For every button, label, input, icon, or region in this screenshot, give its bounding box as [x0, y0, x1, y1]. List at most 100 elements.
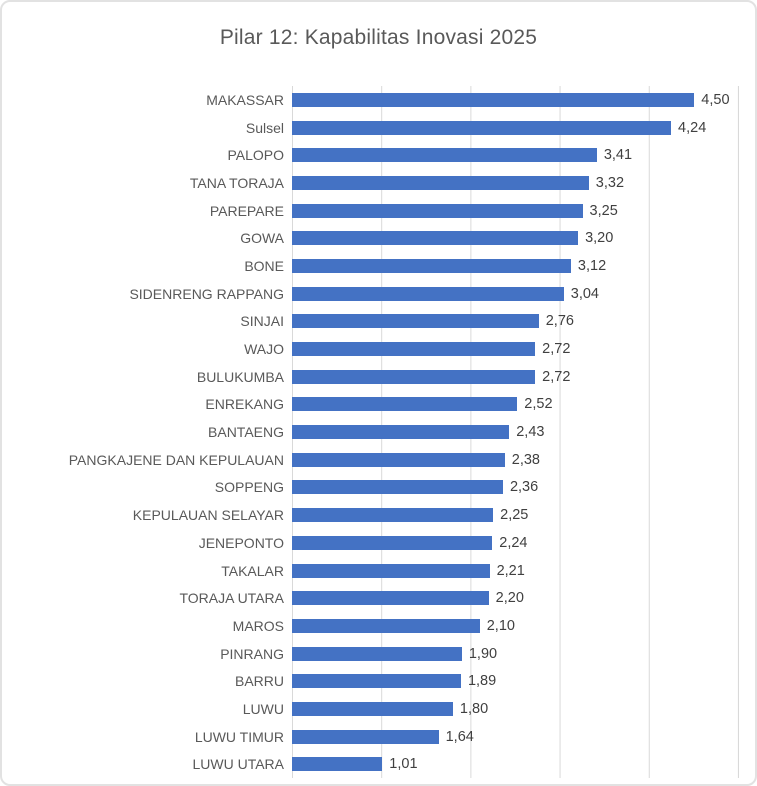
bar-row: BANTAENG 2,43: [2, 418, 755, 446]
row-plot: 2,52: [292, 396, 739, 412]
category-label: TAKALAR: [221, 562, 284, 579]
bar-rows: MAKASSAR 4,50 Sulsel 4,24 PALOPO 3,41 TANA TOR…: [2, 86, 755, 778]
row-plot: 4,24: [292, 120, 739, 136]
bar-row: WAJO 2,72: [2, 335, 755, 363]
bar-row: SIDENRENG RAPPANG 3,04: [2, 280, 755, 308]
bar: [292, 618, 480, 633]
bar-row: PINRANG 1,90: [2, 640, 755, 668]
value-label: 2,43: [516, 424, 545, 441]
bar-row: SOPPENG 2,36: [2, 474, 755, 502]
bar: [292, 757, 383, 772]
value-label: 2,36: [509, 479, 539, 496]
row-plot: 3,32: [292, 175, 739, 191]
value-label: 1,64: [445, 728, 474, 745]
value-label: 4,50: [701, 91, 730, 108]
bar-row: KEPULAUAN SELAYAR 2,25: [2, 501, 755, 529]
bar-row: SINJAI 2,76: [2, 308, 755, 336]
row-plot: 2,21: [292, 563, 739, 579]
value-label: 4,24: [678, 119, 707, 136]
value-label: 1,80: [459, 700, 489, 717]
bar: [292, 92, 695, 107]
value-label: 2,20: [495, 590, 524, 607]
row-plot: 2,24: [292, 535, 739, 551]
category-label: LUWU UTARA: [192, 756, 284, 773]
value-label: 2,24: [499, 534, 528, 551]
row-plot: 2,43: [292, 424, 739, 440]
value-label: 3,25: [589, 202, 618, 219]
category-label: Sulsel: [245, 119, 284, 136]
row-plot: 2,20: [292, 590, 739, 606]
bar: [292, 535, 493, 550]
category-label: GOWA: [240, 230, 284, 247]
category-label: ENREKANG: [205, 396, 284, 413]
category-label: KEPULAUAN SELAYAR: [132, 507, 284, 524]
row-plot: 3,25: [292, 203, 739, 219]
bar-row: LUWU 1,80: [2, 695, 755, 723]
category-label: WAJO: [244, 341, 284, 358]
value-label: 2,52: [524, 396, 553, 413]
category-label: MAROS: [232, 617, 284, 634]
row-plot: 1,01: [292, 756, 739, 772]
category-label: BONE: [244, 257, 284, 274]
value-label: 2,72: [542, 368, 571, 385]
value-label: 1,01: [389, 756, 418, 773]
bar: [292, 701, 453, 716]
row-plot: 1,90: [292, 646, 739, 662]
bar: [292, 369, 536, 384]
bar: [292, 286, 564, 301]
value-label: 2,25: [500, 507, 529, 524]
row-plot: 2,36: [292, 479, 739, 495]
value-label: 1,90: [468, 645, 498, 662]
bar: [292, 508, 494, 523]
category-label: PINRANG: [220, 645, 284, 662]
plot-area: MAKASSAR 4,50 Sulsel 4,24 PALOPO 3,41 TANA TOR…: [2, 86, 755, 778]
row-plot: 2,10: [292, 618, 739, 634]
bar: [292, 342, 536, 357]
row-plot: 1,89: [292, 673, 739, 689]
value-label: 2,76: [545, 313, 574, 330]
bar: [292, 175, 589, 190]
row-plot: 4,50: [292, 92, 739, 108]
bar-row: LUWU UTARA 1,01: [2, 751, 755, 779]
bar: [292, 148, 597, 163]
bar: [292, 203, 583, 218]
bar: [292, 258, 571, 273]
bar: [292, 452, 505, 467]
category-label: BANTAENG: [208, 424, 284, 441]
value-label: 3,20: [585, 230, 614, 247]
row-plot: 2,76: [292, 313, 739, 329]
row-plot: 3,41: [292, 147, 739, 163]
bar: [292, 563, 490, 578]
bar: [292, 646, 462, 661]
category-label: MAKASSAR: [206, 91, 284, 108]
bar: [292, 314, 539, 329]
bar: [292, 425, 510, 440]
value-label: 2,21: [496, 562, 525, 579]
row-plot: 3,12: [292, 258, 739, 274]
row-plot: 3,04: [292, 286, 739, 302]
row-plot: 1,80: [292, 701, 739, 717]
value-label: 3,32: [595, 174, 625, 191]
value-label: 2,72: [542, 341, 571, 358]
chart-title: Pilar 12: Kapabilitas Inovasi 2025: [219, 26, 538, 49]
bar: [292, 674, 461, 689]
bar-row: PALOPO 3,41: [2, 141, 755, 169]
bar-row: BULUKUMBA 2,72: [2, 363, 755, 391]
category-label: SINJAI: [240, 313, 284, 330]
bar-row: LUWU TIMUR 1,64: [2, 723, 755, 751]
value-label: 3,12: [577, 257, 607, 274]
row-plot: 2,38: [292, 452, 739, 468]
value-label: 1,89: [467, 673, 497, 690]
row-plot: 3,20: [292, 230, 739, 246]
category-label: BARRU: [234, 673, 284, 690]
category-label: TORAJA UTARA: [179, 590, 284, 607]
category-label: PANGKAJENE DAN KEPULAUAN: [68, 451, 284, 468]
value-label: 3,04: [570, 285, 599, 302]
row-plot: 2,72: [292, 341, 739, 357]
category-label: JENEPONTO: [198, 534, 284, 551]
bar: [292, 120, 672, 135]
value-label: 2,10: [486, 617, 515, 634]
bar-row: PANGKAJENE DAN KEPULAUAN 2,38: [2, 446, 755, 474]
category-label: LUWU TIMUR: [194, 728, 284, 745]
